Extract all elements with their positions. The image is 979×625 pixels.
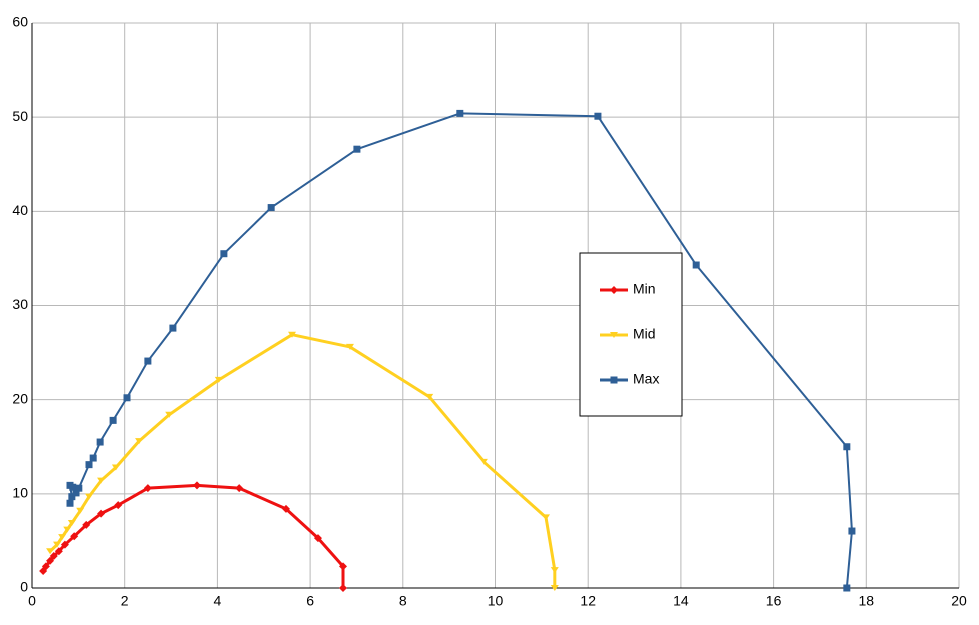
marker bbox=[111, 464, 120, 471]
marker bbox=[594, 112, 602, 120]
marker bbox=[97, 477, 106, 484]
legend-label: Max bbox=[633, 371, 659, 387]
y-tick-label: 60 bbox=[12, 14, 28, 30]
marker bbox=[46, 548, 55, 555]
marker bbox=[220, 250, 228, 258]
marker bbox=[63, 526, 72, 533]
marker bbox=[692, 261, 700, 269]
y-tick-label: 10 bbox=[12, 485, 28, 501]
marker bbox=[425, 393, 434, 400]
marker bbox=[114, 501, 123, 510]
marker bbox=[313, 534, 322, 543]
x-tick-label: 4 bbox=[214, 593, 222, 609]
marker bbox=[144, 357, 152, 365]
marker bbox=[843, 443, 851, 451]
marker bbox=[143, 484, 152, 493]
marker bbox=[46, 556, 55, 565]
series-line bbox=[49, 333, 557, 588]
y-tick-label: 30 bbox=[12, 296, 28, 312]
y-tick-label: 0 bbox=[20, 579, 28, 595]
marker bbox=[135, 438, 144, 445]
marker bbox=[550, 585, 559, 591]
marker bbox=[610, 286, 618, 294]
marker bbox=[58, 534, 67, 541]
marker bbox=[214, 376, 223, 383]
marker bbox=[193, 481, 202, 490]
marker bbox=[267, 204, 275, 212]
marker bbox=[288, 331, 297, 338]
x-tick-label: 16 bbox=[766, 593, 782, 609]
marker bbox=[169, 324, 177, 332]
marker bbox=[281, 504, 290, 513]
marker bbox=[67, 520, 76, 527]
marker bbox=[456, 109, 464, 117]
marker bbox=[49, 551, 58, 560]
marker bbox=[60, 540, 69, 549]
marker bbox=[66, 499, 74, 507]
marker bbox=[68, 493, 76, 501]
x-tick-label: 0 bbox=[28, 593, 36, 609]
marker bbox=[53, 541, 62, 548]
marker bbox=[96, 438, 104, 446]
legend-label: Mid bbox=[633, 326, 656, 342]
x-tick-label: 20 bbox=[951, 593, 967, 609]
x-tick-label: 14 bbox=[673, 593, 689, 609]
marker bbox=[72, 489, 80, 497]
y-tick-label: 50 bbox=[12, 108, 28, 124]
marker bbox=[353, 145, 361, 153]
marker bbox=[54, 547, 63, 556]
marker bbox=[85, 461, 93, 469]
marker bbox=[89, 454, 97, 462]
marker bbox=[610, 376, 618, 384]
marker bbox=[848, 527, 856, 535]
marker bbox=[479, 458, 488, 465]
marker bbox=[41, 562, 50, 571]
marker bbox=[109, 416, 117, 424]
marker bbox=[82, 520, 91, 529]
y-tick-label: 40 bbox=[12, 202, 28, 218]
x-tick-label: 10 bbox=[488, 593, 504, 609]
marker bbox=[235, 484, 244, 493]
x-tick-label: 12 bbox=[580, 593, 596, 609]
x-tick-label: 8 bbox=[399, 593, 407, 609]
marker bbox=[69, 483, 77, 491]
marker bbox=[610, 332, 618, 338]
marker bbox=[550, 567, 559, 574]
marker bbox=[542, 514, 551, 521]
marker bbox=[165, 411, 174, 418]
x-tick-label: 2 bbox=[121, 593, 129, 609]
legend-box bbox=[579, 252, 683, 417]
x-tick-label: 18 bbox=[859, 593, 875, 609]
marker bbox=[85, 493, 94, 500]
marker bbox=[70, 532, 79, 541]
legend-label: Min bbox=[633, 281, 656, 297]
marker bbox=[76, 507, 85, 514]
marker bbox=[339, 584, 348, 592]
marker bbox=[75, 484, 83, 492]
x-tick-label: 6 bbox=[306, 593, 314, 609]
marker bbox=[843, 584, 851, 592]
marker bbox=[345, 343, 354, 350]
marker bbox=[123, 394, 131, 402]
y-tick-label: 20 bbox=[12, 390, 28, 406]
series-line bbox=[69, 112, 853, 589]
marker bbox=[97, 509, 106, 518]
marker bbox=[339, 562, 348, 571]
